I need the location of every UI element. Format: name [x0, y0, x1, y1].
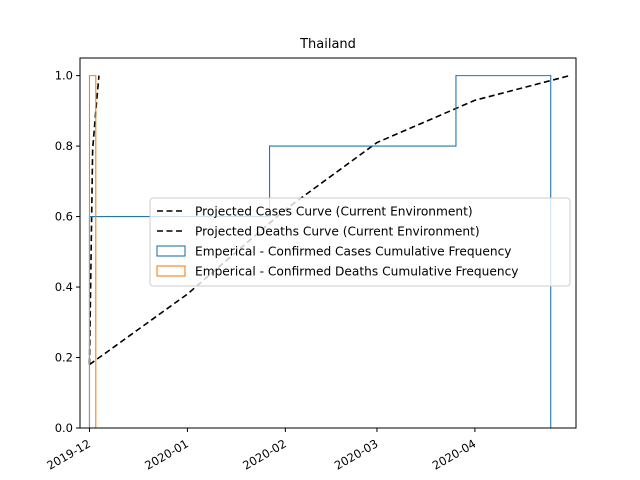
legend-swatch: [156, 265, 186, 277]
legend: Projected Cases Curve (Current Environme…: [149, 197, 571, 287]
y-tick-label: 0.0: [55, 421, 73, 435]
series-4-step: [88, 75, 97, 428]
y-axis: 0.0 0.2 0.4 0.6 0.8 1.0: [55, 69, 80, 435]
y-tick-label: 0.6: [55, 210, 73, 224]
legend-box: [149, 197, 571, 287]
legend-label: Projected Cases Curve (Current Environme…: [195, 205, 473, 219]
chart-title: Thailand: [299, 37, 356, 52]
series-1-line: [89, 74, 570, 366]
legend-label: Emperical - Confirmed Deaths Cumulative …: [195, 265, 519, 279]
plot-area: [88, 74, 570, 428]
axes-frame: [79, 57, 577, 429]
legend-swatch: [156, 245, 186, 257]
series-2-line: [88, 75, 100, 365]
y-tick-label: 0.4: [55, 280, 73, 294]
series-3-step: [88, 75, 552, 428]
legend-label: Projected Deaths Curve (Current Environm…: [195, 225, 480, 239]
y-tick-label: 0.2: [55, 351, 73, 365]
legend-label: Emperical - Confirmed Cases Cumulative F…: [195, 245, 512, 259]
y-tick-label: 1.0: [55, 69, 73, 83]
y-tick-label: 0.8: [55, 139, 73, 153]
